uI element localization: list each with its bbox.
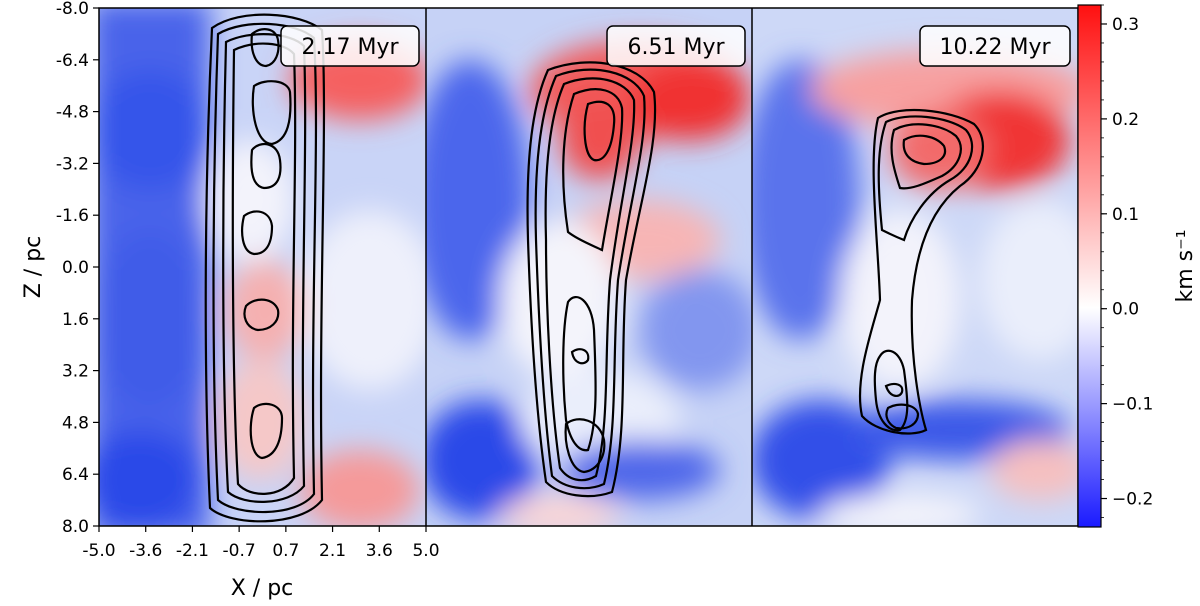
- y-tick-label: -1.6: [56, 206, 89, 226]
- y-tick-label: -8.0: [56, 0, 89, 19]
- x-tick-label: 0.7: [272, 541, 299, 561]
- panel-1-label: 2.17 Myr: [301, 35, 399, 60]
- y-tick-label: 6.4: [62, 465, 89, 485]
- x-tick-label: 2.1: [319, 541, 346, 561]
- y-tick-label: 3.2: [62, 362, 89, 382]
- colorbar-tick-label: 0.3: [1112, 15, 1139, 35]
- colorbar-tick-label: 0.1: [1112, 205, 1139, 225]
- colorbar-tick-label: 0.2: [1112, 110, 1139, 130]
- colorbar: 0.3 0.2 0.1 0.0 −0.1 −0.2 km s⁻¹: [1077, 4, 1198, 528]
- colorbar-tick-label: −0.1: [1112, 395, 1153, 415]
- panel-3-contours: [858, 108, 984, 435]
- panel-3: 10.22 Myr: [752, 8, 1078, 526]
- y-tick-label: -4.8: [56, 103, 89, 123]
- y-tick-label: 8.0: [62, 517, 89, 537]
- y-tick-label: -6.4: [56, 51, 89, 71]
- y-axis-ticks: -8.0 -6.4 -4.8 -3.2 -1.6 0.0 1.6 3.2 4.8 6.4 8.0: [56, 0, 99, 537]
- x-tick-label: 3.6: [366, 541, 393, 561]
- panel-2-label-badge: 6.51 Myr: [606, 25, 746, 67]
- colorbar-tick-label: −0.2: [1112, 490, 1153, 510]
- x-axis-ticks: -5.0 -3.6 -2.1 -0.7 0.7 2.1 3.6 5.0: [82, 526, 440, 561]
- y-tick-label: 4.8: [62, 413, 89, 433]
- x-tick-label: -5.0: [82, 541, 115, 561]
- panel-1-label-badge: 2.17 Myr: [280, 25, 420, 67]
- colorbar-tick-label: 0.0: [1112, 300, 1139, 320]
- colorbar-gradient: [1077, 4, 1102, 528]
- y-axis-label: Z / pc: [21, 236, 46, 299]
- y-tick-label: 0.0: [62, 258, 89, 278]
- x-axis-label: X / pc: [231, 576, 294, 601]
- panel-2-contours: [526, 61, 657, 498]
- panel-2-heatmap: [426, 8, 752, 526]
- panel-3-label-badge: 10.22 Myr: [919, 25, 1071, 67]
- x-tick-label: 5.0: [412, 541, 439, 561]
- panel-2-label: 6.51 Myr: [627, 35, 725, 60]
- x-tick-label: -3.6: [129, 541, 162, 561]
- panel-1: 2.17 Myr: [99, 8, 426, 526]
- x-tick-label: -2.1: [176, 541, 209, 561]
- panel-1-heatmap: [99, 8, 426, 526]
- y-tick-label: 1.6: [62, 310, 89, 330]
- panel-2: 6.51 Myr: [426, 8, 752, 526]
- panel-3-label: 10.22 Myr: [939, 35, 1051, 60]
- colorbar-label: km s⁻¹: [1173, 229, 1198, 302]
- colorbar-ticks: 0.3 0.2 0.1 0.0 −0.1 −0.2: [1101, 4, 1153, 518]
- panel-3-heatmap: [752, 8, 1078, 526]
- x-tick-label: -0.7: [223, 541, 256, 561]
- y-tick-label: -3.2: [56, 154, 89, 174]
